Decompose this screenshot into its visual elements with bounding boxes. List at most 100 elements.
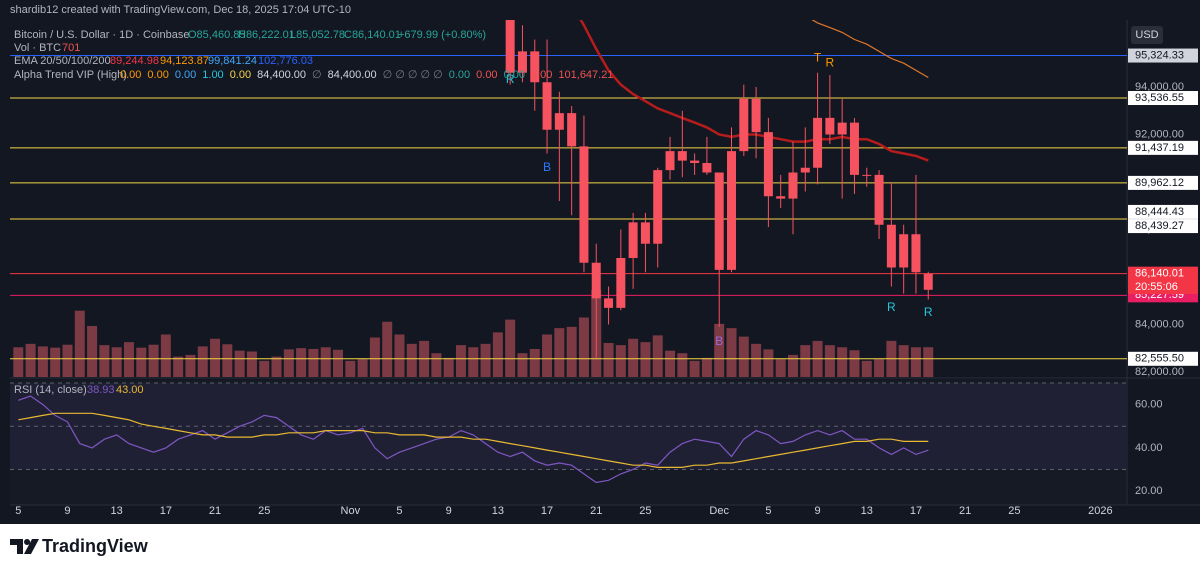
candle-body [862, 174, 872, 176]
candle-body [776, 196, 786, 199]
volume-bar [123, 342, 134, 377]
y-tick-label: 82,000.00 [1135, 366, 1184, 378]
candle-body [567, 113, 577, 147]
rsi-tick-label: 20.00 [1135, 485, 1163, 497]
volume-bar [517, 353, 528, 377]
x-tick-label: 9 [64, 505, 70, 517]
currency-button[interactable] [1131, 26, 1163, 44]
change: +679.99 (+0.80%) [398, 29, 486, 41]
volume-bar [505, 319, 516, 377]
volume-bar [357, 359, 368, 377]
alpha-value: 0.00 [449, 69, 470, 81]
candle-body [727, 151, 737, 270]
countdown: 20:55:06 [1135, 281, 1178, 293]
x-tick-label: 21 [209, 505, 221, 517]
level-label: 88,439.27 [1135, 220, 1184, 232]
alpha-value: 0.00 [504, 69, 525, 81]
volume-bar [628, 338, 639, 377]
volume-bar [394, 334, 405, 377]
ema-value: 102,776.03 [258, 55, 313, 67]
rsi-line [18, 412, 929, 468]
candle-body [702, 162, 712, 173]
volume-bar [455, 345, 466, 377]
level-label-bg [1128, 140, 1198, 155]
volume-bar [173, 356, 184, 377]
ema-label: EMA 20/50/100/200 [14, 55, 111, 67]
volume-bar [246, 351, 257, 377]
volume-bar [431, 353, 442, 377]
volume-bar [542, 334, 553, 377]
volume-bar [800, 345, 811, 377]
level-label: 88,444.43 [1135, 206, 1184, 218]
x-tick-label: 13 [111, 505, 123, 517]
volume-bar [751, 343, 762, 377]
credit: shardib12 created with TradingView.com, … [10, 4, 351, 16]
candle-body [690, 160, 700, 163]
level-label-bg [1128, 48, 1198, 63]
volume-bar [726, 328, 737, 377]
candle-body [874, 174, 884, 225]
vol-value: 701 [62, 42, 80, 54]
alpha-value: 0.00 [175, 69, 196, 81]
volume-bar [861, 360, 872, 377]
volume-bar [148, 344, 159, 377]
alpha-value: 0.00 [120, 69, 141, 81]
candle-body [825, 117, 835, 135]
volume-bar [271, 356, 282, 377]
candle-body [899, 234, 909, 268]
volume-bar [369, 337, 380, 377]
level-label: 91,437.19 [1135, 142, 1184, 154]
candle-body [763, 132, 773, 197]
level-label-bg [1128, 266, 1198, 281]
volume-bar [640, 342, 651, 377]
volume-bar [111, 347, 122, 377]
volume-bar [259, 360, 270, 377]
signal-label: T [814, 51, 822, 65]
x-tick-label: Nov [341, 505, 361, 517]
level-label-bg [1128, 219, 1198, 234]
volume-bar [787, 354, 798, 377]
alpha-value: ∅ [312, 69, 322, 81]
vol-label: Vol · BTC [14, 42, 61, 54]
rsi-ma-value: 43.00 [116, 384, 144, 396]
low: L85,052.78 [290, 29, 345, 41]
y-tick-label: 92,000.00 [1135, 128, 1184, 140]
volume-bar [320, 347, 331, 377]
candle-body [813, 117, 823, 168]
level-label: 82,555.50 [1135, 353, 1184, 365]
candle-body [886, 224, 896, 268]
volume-bar [25, 343, 36, 377]
volume-bar [701, 357, 712, 377]
x-tick-label: Dec [709, 505, 729, 517]
candle-body [579, 146, 589, 263]
currency[interactable]: USD [1135, 29, 1158, 41]
volume-bar [50, 347, 61, 377]
candle-body [653, 170, 663, 244]
volume-bar [62, 344, 73, 377]
volume-bar [603, 343, 614, 377]
volume-bar [665, 350, 676, 377]
volume-bar [160, 334, 171, 377]
volume-bar [234, 350, 245, 377]
volume-bar [345, 360, 356, 377]
level-label: 89,962.12 [1135, 177, 1184, 189]
alpha-label: Alpha Trend VIP (High) [14, 69, 127, 81]
candle-body [542, 82, 552, 130]
x-tick-label: 9 [446, 505, 452, 517]
volume-bar [763, 349, 774, 377]
alpha-value: 84,400.00 [257, 69, 306, 81]
signal-label: B [715, 334, 723, 348]
volume-bar [99, 345, 110, 377]
volume-bar [578, 317, 589, 377]
volume-bar [136, 347, 147, 377]
level-label-bg [1128, 204, 1198, 219]
x-tick-label: 25 [1008, 505, 1020, 517]
volume-bar [689, 360, 700, 377]
alpha-values: 0.00 0.00 0.00 1.00 0.00 84,400.00 ∅ 84,400.00 ∅… [120, 69, 613, 81]
signal-label: R [506, 72, 515, 86]
candle-body [505, 20, 515, 73]
volume-bar [738, 336, 749, 377]
x-tick-label: 5 [765, 505, 771, 517]
volume-bar [898, 345, 909, 377]
candle-body [665, 151, 675, 171]
